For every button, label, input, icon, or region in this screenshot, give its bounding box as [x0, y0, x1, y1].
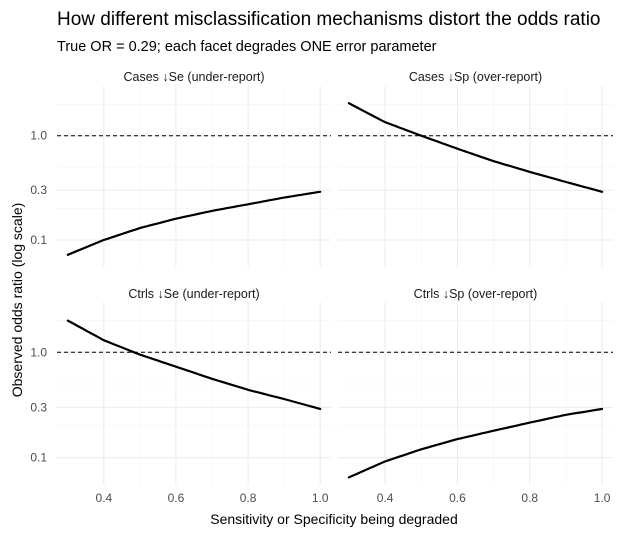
facet-panel-3: Ctrls ↓Se (under-report) 0.1 0.3 1.0 0.4 0.6 0… — [30, 287, 331, 505]
series-line — [347, 102, 604, 193]
facet-strip-label: Cases ↓Sp (over-report) — [409, 70, 542, 84]
x-tick-label: 0.4 — [96, 491, 113, 505]
x-tick-label: 0.8 — [521, 491, 538, 505]
y-tick-label: 0.3 — [30, 183, 47, 197]
series-line — [66, 190, 322, 256]
x-tick-label: 0.4 — [377, 491, 394, 505]
x-tick-label: 1.0 — [312, 491, 329, 505]
x-tick-label: 0.8 — [240, 491, 257, 505]
facet-panel-4: Ctrls ↓Sp (over-report) 0.4 0.6 0.8 1.0 — [338, 287, 613, 505]
y-axis-label: Observed odds ratio (log scale) — [9, 203, 25, 398]
y-tick-label: 0.1 — [30, 451, 47, 465]
facet-strip-label: Ctrls ↓Se (under-report) — [128, 287, 259, 301]
y-tick-label: 0.3 — [30, 400, 47, 414]
x-axis-label: Sensitivity or Specificity being degrade… — [210, 511, 457, 527]
facet-panel-1: Cases ↓Se (under-report) 0.1 0.3 1.0 — [30, 70, 331, 267]
x-tick-label: 1.0 — [594, 491, 611, 505]
x-tick-label: 0.6 — [168, 491, 185, 505]
facet-strip-label: Ctrls ↓Sp (over-report) — [414, 287, 538, 301]
chart-subtitle: True OR = 0.29; each facet degrades ONE … — [57, 39, 437, 55]
y-tick-label: 0.1 — [30, 233, 47, 247]
facet-panel-2: Cases ↓Sp (over-report) — [338, 70, 613, 267]
facet-strip-label: Cases ↓Se (under-report) — [123, 70, 264, 84]
chart-title: How different misclassification mechanis… — [57, 9, 601, 30]
y-tick-label: 1.0 — [30, 129, 47, 143]
series-line — [347, 407, 604, 479]
x-tick-label: 0.6 — [449, 491, 466, 505]
y-tick-label: 1.0 — [30, 345, 47, 359]
series-line — [66, 319, 322, 410]
